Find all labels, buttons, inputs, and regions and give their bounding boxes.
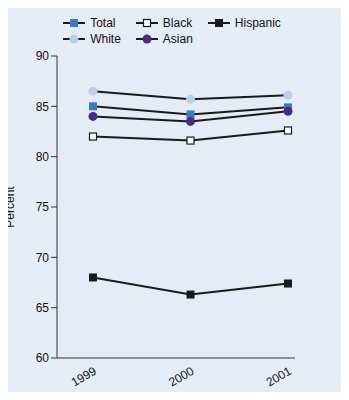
html-text:Asian: Asian	[162, 32, 193, 46]
svg-text:90: 90	[36, 49, 50, 63]
html-text:Total: Total	[90, 16, 116, 30]
svg-text:Percent: Percent	[8, 186, 17, 228]
html-text:Black: Black	[162, 16, 193, 30]
svg-text:2001: 2001	[264, 364, 294, 390]
svg-text:85: 85	[36, 100, 50, 114]
svg-text:2000: 2000	[166, 364, 196, 390]
svg-text:60: 60	[36, 351, 50, 365]
svg-text:70: 70	[36, 251, 50, 265]
svg-text:1999: 1999	[69, 364, 99, 390]
svg-text:80: 80	[36, 150, 50, 164]
svg-text:75: 75	[36, 200, 50, 214]
svg-text:65: 65	[36, 301, 50, 315]
html-text:Hispanic: Hispanic	[234, 16, 281, 30]
html-text:White: White	[90, 32, 121, 46]
